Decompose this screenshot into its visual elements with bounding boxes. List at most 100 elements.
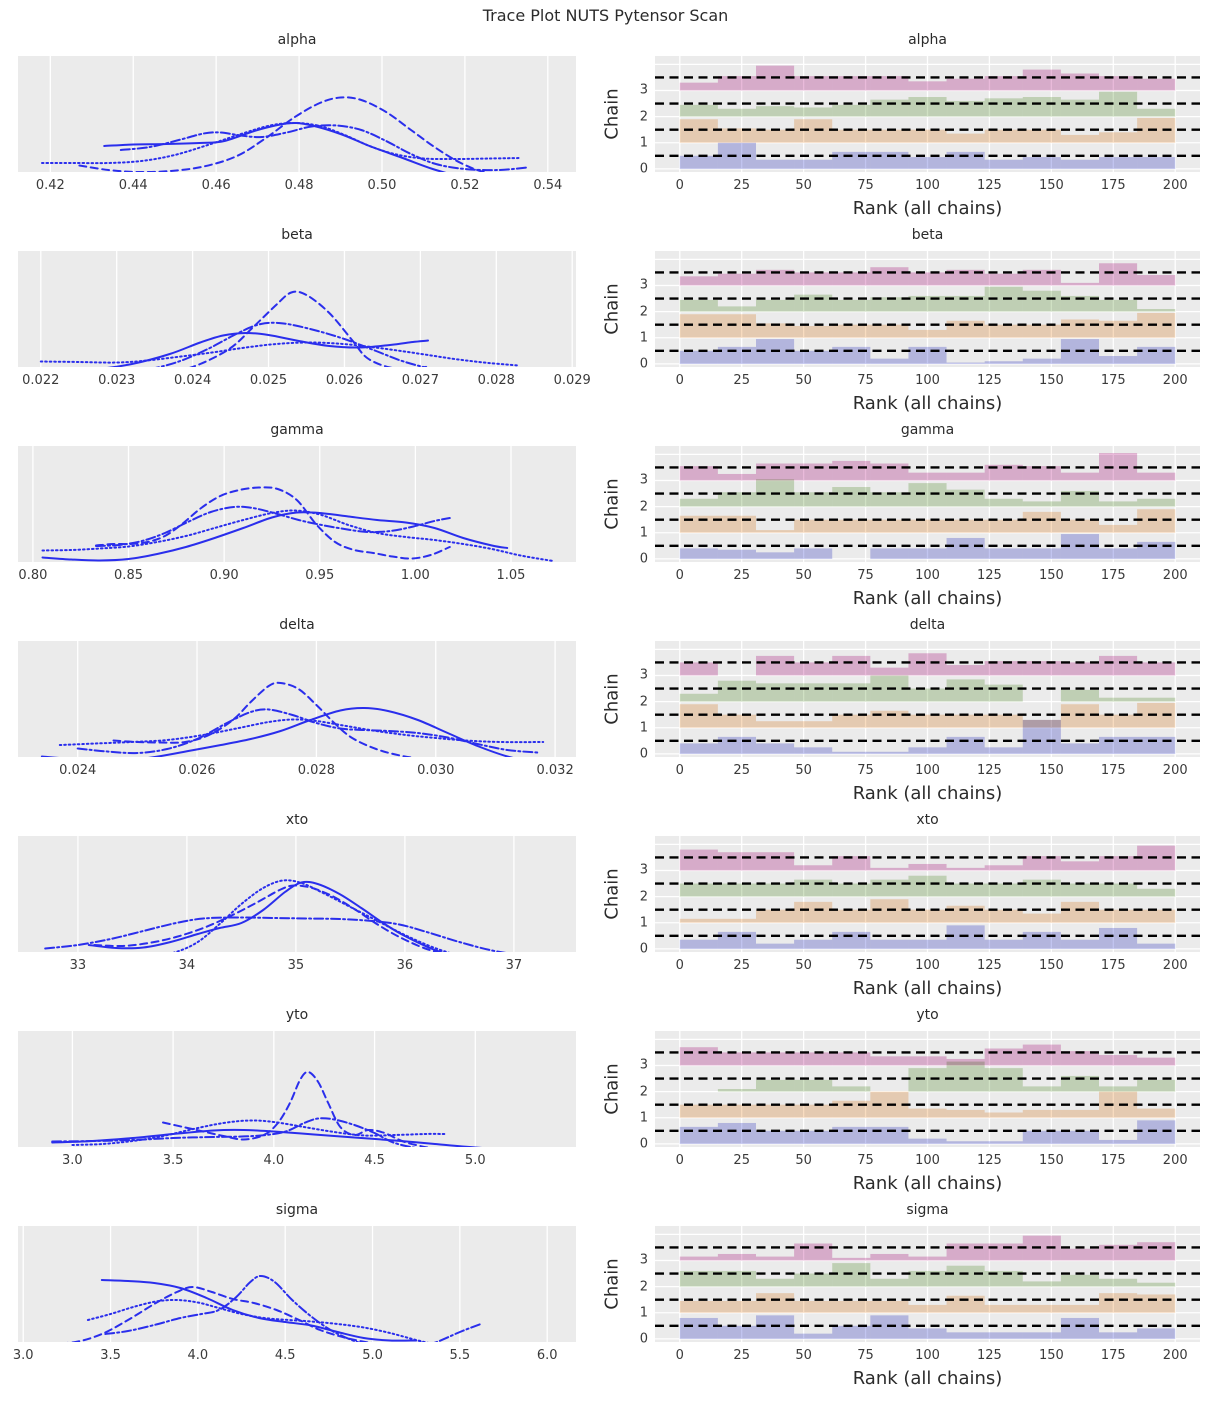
kde-xtick-label: 0.52 bbox=[450, 178, 480, 193]
rank-xtick-label: 0 bbox=[675, 1153, 684, 1168]
rank-bar-chain3-sigma bbox=[832, 1257, 871, 1261]
rank-bar-chain2-alpha bbox=[870, 99, 909, 117]
kde-plot-delta bbox=[18, 641, 576, 757]
rank-bar-chain2-delta bbox=[717, 680, 756, 702]
rank-bar-chain2-beta bbox=[717, 306, 756, 312]
rank-bar-chain3-gamma bbox=[1060, 472, 1100, 481]
rank-xtick-label: 100 bbox=[915, 763, 940, 778]
rank-bar-chain3-alpha bbox=[946, 78, 985, 91]
rank-bar-chain1-sigma bbox=[1137, 1294, 1176, 1313]
rank-bar-chain3-gamma bbox=[1137, 472, 1176, 481]
rank-bar-chain0-xto bbox=[1060, 939, 1100, 949]
rank-bar-chain0-xto bbox=[946, 925, 985, 949]
rank-bar-chain3-gamma bbox=[679, 466, 718, 481]
rank-xtick-label: 175 bbox=[1100, 763, 1126, 778]
kde-xtick-label: 0.85 bbox=[114, 568, 143, 583]
rank-xtick-label: 100 bbox=[915, 568, 940, 583]
rank-bar-chain2-yto bbox=[984, 1068, 1023, 1092]
rank-xtick-label: 175 bbox=[1100, 178, 1126, 193]
rank-bar-chain2-gamma bbox=[1137, 498, 1176, 507]
rank-bar-chain0-yto bbox=[679, 1126, 718, 1144]
rank-bar-chain3-delta bbox=[946, 665, 985, 676]
rank-title-alpha: alpha bbox=[908, 32, 947, 48]
rank-bar-chain0-gamma bbox=[908, 548, 947, 559]
rank-bar-chain3-yto bbox=[755, 1052, 795, 1066]
rank-xtick-label: 100 bbox=[915, 1153, 940, 1168]
rank-bar-chain0-gamma bbox=[755, 552, 795, 559]
rank-bar-chain0-yto bbox=[717, 1122, 756, 1144]
rank-bar-chain1-beta bbox=[755, 323, 795, 338]
kde-title-delta: delta bbox=[279, 617, 315, 633]
kde-line-solid-beta bbox=[107, 331, 429, 367]
rank-xtick-label: 200 bbox=[1162, 1348, 1188, 1363]
rank-bar-chain0-yto bbox=[1022, 1130, 1061, 1144]
rank-bar-chain1-sigma bbox=[755, 1293, 795, 1313]
kde-title-xto: xto bbox=[285, 812, 309, 828]
rank-bar-chain3-beta bbox=[870, 267, 909, 286]
rank-ytick-label: 2 bbox=[639, 109, 648, 125]
rank-bar-chain3-sigma bbox=[908, 1256, 947, 1261]
rank-xtick-label: 50 bbox=[795, 763, 812, 778]
rank-bar-chain0-yto bbox=[1060, 1130, 1100, 1144]
rank-ytick-label: 0 bbox=[639, 161, 648, 177]
rank-xtick-label: 25 bbox=[733, 373, 750, 388]
rank-bar-chain2-beta bbox=[870, 297, 909, 312]
rank-bar-chain2-xto bbox=[679, 883, 718, 897]
rank-bar-chain3-beta bbox=[946, 269, 985, 286]
rank-xtick-label: 75 bbox=[857, 958, 874, 973]
rank-xtick-label: 150 bbox=[1038, 1153, 1064, 1168]
rank-bar-chain2-yto bbox=[832, 1086, 871, 1092]
rank-bar-chain1-gamma bbox=[1060, 519, 1100, 533]
rank-bar-chain0-gamma bbox=[794, 548, 833, 559]
rank-bar-chain0-alpha bbox=[946, 151, 985, 169]
rank-bar-chain2-delta bbox=[679, 693, 718, 702]
rank-bar-chain0-alpha bbox=[1137, 157, 1176, 169]
rank-bar-chain1-gamma bbox=[1022, 511, 1061, 533]
rank-bar-chain2-alpha bbox=[946, 100, 985, 117]
rank-bar-chain3-yto bbox=[908, 1056, 947, 1066]
rank-bar-chain0-yto bbox=[870, 1126, 909, 1144]
kde-xtick-label: 3.0 bbox=[62, 1153, 83, 1168]
rank-bar-chain3-delta bbox=[870, 667, 909, 676]
rank-bar-chain1-delta bbox=[1022, 719, 1061, 728]
kde-line-dotted-alpha bbox=[41, 121, 522, 165]
rank-xtick-label: 175 bbox=[1100, 373, 1126, 388]
kde-xtick-label: 37 bbox=[505, 958, 523, 973]
rank-bar-chain3-beta bbox=[984, 273, 1023, 286]
rank-ytick-label: 1 bbox=[639, 915, 648, 931]
rank-bar-chain3-beta bbox=[717, 273, 756, 286]
rank-bar-chain1-beta bbox=[1022, 324, 1061, 338]
rank-bar-chain0-yto bbox=[755, 1130, 795, 1144]
kde-line-solid-alpha bbox=[103, 121, 447, 172]
rank-bar-chain0-delta bbox=[870, 751, 909, 754]
rank-title-gamma: gamma bbox=[900, 422, 955, 438]
rank-bar-chain1-sigma bbox=[1022, 1304, 1061, 1313]
kde-xtick-label: 1.05 bbox=[496, 568, 526, 583]
rank-ytick-label: 1 bbox=[639, 1110, 648, 1126]
rank-bar-chain2-beta bbox=[908, 295, 947, 312]
rank-bar-chain0-alpha bbox=[755, 159, 795, 169]
rank-bar-chain1-beta bbox=[1060, 319, 1100, 338]
rank-bar-chain1-alpha bbox=[946, 133, 985, 143]
rank-bar-chain0-yto bbox=[794, 1130, 833, 1144]
rank-bar-chain2-delta bbox=[908, 688, 947, 702]
rank-bar-chain3-delta bbox=[1022, 661, 1061, 676]
rank-ytick-label: 2 bbox=[639, 694, 648, 710]
rank-bar-chain2-xto bbox=[717, 883, 756, 897]
rank-bar-chain1-gamma bbox=[832, 519, 871, 533]
rank-bar-chain1-delta bbox=[908, 714, 947, 728]
kde-xtick-label: 0.030 bbox=[417, 763, 455, 778]
rank-bar-chain2-gamma bbox=[946, 489, 985, 507]
rank-bar-chain1-sigma bbox=[1099, 1293, 1138, 1313]
rank-xtick-label: 175 bbox=[1100, 568, 1126, 583]
rank-bar-chain1-delta bbox=[679, 704, 718, 728]
kde-plot-alpha bbox=[18, 56, 576, 172]
rank-bar-chain1-delta bbox=[1060, 704, 1100, 728]
rank-bar-chain0-gamma bbox=[946, 537, 985, 559]
rank-bar-chain0-xto bbox=[1099, 927, 1138, 949]
rank-bar-chain3-xto bbox=[908, 863, 947, 871]
rank-bar-chain2-xto bbox=[1060, 883, 1100, 897]
rank-bar-chain3-delta bbox=[755, 655, 795, 676]
rank-xtick-label: 100 bbox=[915, 958, 940, 973]
rank-bar-chain0-alpha bbox=[1022, 157, 1061, 169]
